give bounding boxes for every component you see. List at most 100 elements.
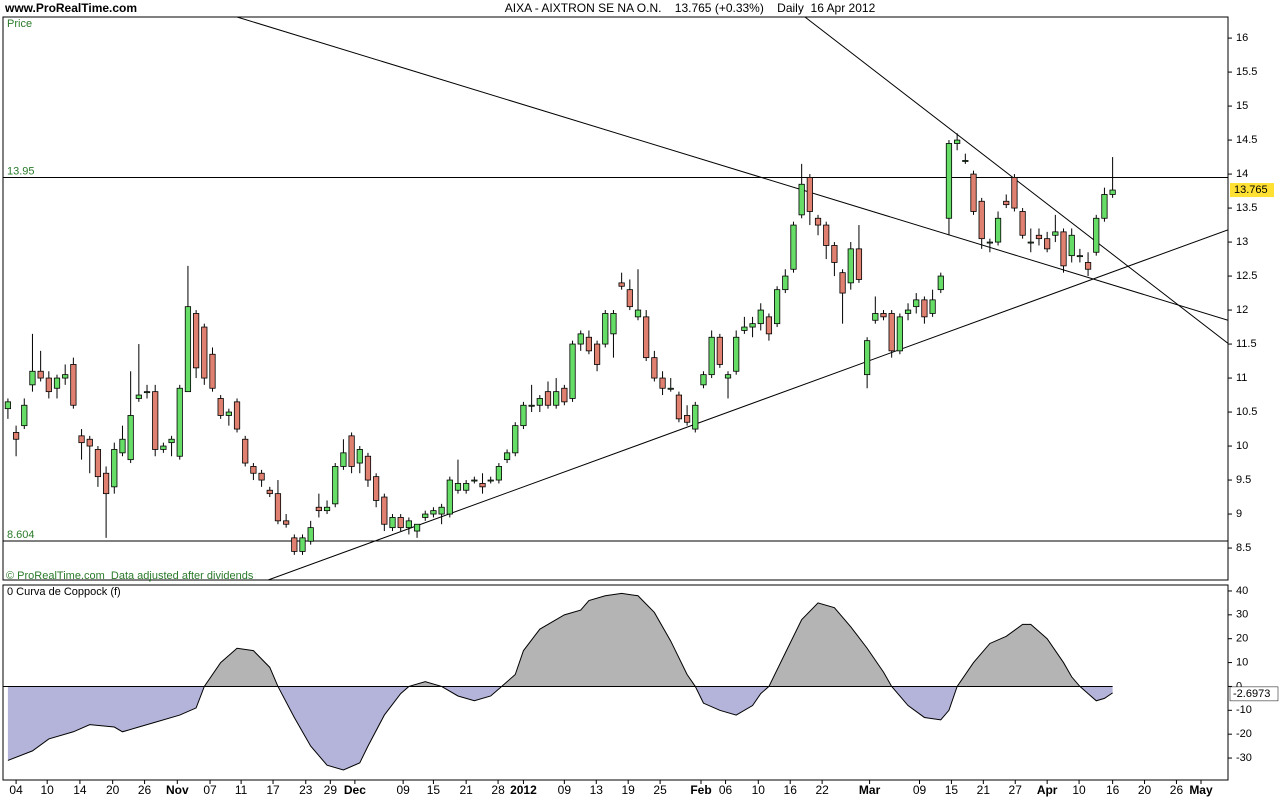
candle-body (954, 139, 961, 144)
candle-body (266, 489, 273, 495)
x-tick-label: Dec (344, 783, 366, 797)
candle-body (708, 336, 715, 376)
candle-body (111, 449, 118, 488)
y-tick-label: 10 (1236, 656, 1248, 668)
candle-body (70, 364, 77, 406)
candle-body (1076, 255, 1083, 258)
candle-body (994, 217, 1002, 243)
y-tick-label: 40 (1236, 585, 1248, 597)
x-tick-label: 15 (945, 783, 959, 797)
candle-body (315, 506, 322, 512)
candle-body (1044, 238, 1051, 250)
y-tick-label: 20 (1236, 633, 1248, 645)
candle-body (1093, 217, 1100, 253)
candle-body (626, 289, 633, 308)
candle-body (479, 483, 486, 488)
x-tick-label: 10 (41, 783, 55, 797)
y-tick-label: 13 (1236, 236, 1248, 248)
candle-body (831, 245, 838, 263)
candle-body (152, 391, 159, 450)
candle-body (757, 309, 764, 325)
candle-body (184, 306, 192, 393)
candle-body (839, 272, 846, 294)
candle-body (332, 466, 339, 505)
x-tick-label: 15 (427, 783, 441, 797)
candle-body (806, 177, 813, 212)
y-tick-label: 13.5 (1236, 202, 1257, 214)
candle-body (700, 374, 707, 386)
note: © ProRealTime.com Data adjusted after di… (6, 570, 254, 582)
candle-body (471, 479, 478, 482)
last-value-box (1229, 686, 1279, 702)
candle-body (94, 449, 102, 478)
candle-body (864, 340, 871, 376)
candle-body (29, 370, 36, 386)
candle-body (733, 336, 740, 372)
area-negative (7, 686, 1113, 770)
candle-body (618, 282, 625, 287)
x-tick-label: 21 (977, 783, 991, 797)
candle-body (684, 415, 691, 423)
candle-body (299, 537, 306, 552)
candle-body (970, 173, 977, 212)
candle-body (1035, 234, 1043, 240)
candle-body (250, 466, 257, 474)
candle-body (962, 160, 969, 162)
candle-body (1060, 231, 1067, 267)
x-tick-label: May (1189, 783, 1213, 797)
candle-body (103, 472, 110, 495)
last-price-label: 13.765 (1234, 184, 1268, 196)
candle-body (201, 326, 208, 379)
candle-body (585, 336, 593, 352)
candle-body (413, 523, 421, 532)
area-positive (7, 593, 1113, 687)
x-tick-label: 21 (459, 783, 473, 797)
candle-body (847, 248, 854, 284)
candle-body (373, 476, 380, 501)
candle-body (937, 275, 944, 291)
candle-body (1068, 234, 1075, 257)
candle-body (397, 517, 404, 529)
candle-body (430, 510, 437, 515)
candle-body (242, 438, 249, 464)
candle-body (364, 455, 372, 481)
level-label: 8.604 (7, 529, 35, 541)
x-tick-label: 20 (106, 783, 120, 797)
candle-body (520, 404, 527, 427)
site-header: www.ProRealTime.com (4, 1, 137, 15)
x-tick-label: 2012 (510, 783, 537, 797)
x-tick-label: 10 (1072, 783, 1086, 797)
x-tick-label: 17 (266, 783, 280, 797)
candle-body (176, 387, 183, 457)
x-tick-label: 09 (396, 783, 410, 797)
x-tick-label: Nov (166, 783, 189, 797)
x-tick-label: 13 (590, 783, 604, 797)
candle-body (749, 323, 756, 328)
candle-body (1052, 231, 1059, 236)
candle-body (904, 309, 912, 314)
candle-body (577, 333, 584, 345)
x-tick-label: 16 (1106, 783, 1120, 797)
candle-body (454, 483, 462, 491)
candle-body (193, 313, 200, 369)
candle-body (643, 316, 650, 359)
candle-body (610, 313, 617, 335)
y-tick-label: 10 (1236, 440, 1248, 452)
candle-body (716, 336, 723, 365)
y-tick-label: -30 (1236, 752, 1252, 764)
candle-body (945, 143, 953, 219)
candle-body (1019, 211, 1026, 236)
x-tick-label: 09 (913, 783, 927, 797)
candle-body (340, 452, 347, 467)
x-tick-label: 14 (73, 783, 87, 797)
candle-body (389, 517, 396, 529)
y-tick-label: 11 (1236, 372, 1247, 384)
candle-body (814, 217, 822, 226)
candle-body (233, 401, 241, 430)
candle-body (544, 391, 552, 406)
x-tick-label: 26 (1170, 783, 1184, 797)
y-tick-label: 10.5 (1236, 406, 1257, 418)
panel-label: Price (7, 18, 32, 30)
y-tick-label: 8.5 (1236, 542, 1251, 554)
